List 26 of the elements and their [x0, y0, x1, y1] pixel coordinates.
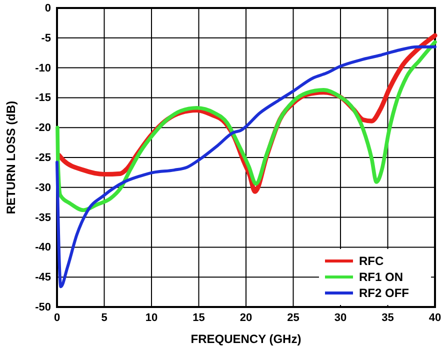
legend-label: RFC — [359, 254, 384, 268]
y-tick-label: -20 — [35, 122, 51, 134]
x-tick-label: 5 — [101, 312, 108, 324]
y-tick-label: -15 — [35, 92, 51, 104]
x-tick-label: 30 — [334, 312, 347, 324]
y-tick-label: -35 — [35, 212, 51, 224]
y-tick-label: -40 — [35, 242, 51, 254]
x-tick-label: 10 — [145, 312, 158, 324]
y-axis-title: RETURN LOSS (dB) — [4, 100, 18, 214]
x-axis-title: FREQUENCY (GHz) — [190, 332, 302, 346]
legend-label: RF1 ON — [359, 270, 404, 284]
x-tick-label: 25 — [287, 312, 300, 324]
x-tick-label: 15 — [192, 312, 205, 324]
x-tick-label: 20 — [240, 312, 252, 324]
legend-label: RF2 OFF — [359, 286, 409, 300]
y-tick-label: -45 — [35, 272, 51, 284]
y-tick-label: -10 — [35, 62, 51, 74]
y-tick-label: -50 — [35, 302, 51, 314]
y-tick-label: -5 — [41, 32, 51, 44]
y-tick-label: -25 — [35, 152, 51, 164]
x-tick-label: 35 — [382, 312, 394, 324]
x-tick-label: 40 — [428, 312, 442, 324]
y-tick-label: 0 — [44, 2, 51, 15]
y-tick-label: -30 — [35, 182, 51, 194]
line-series — [56, 45, 436, 288]
x-tick-label: 0 — [54, 312, 60, 324]
